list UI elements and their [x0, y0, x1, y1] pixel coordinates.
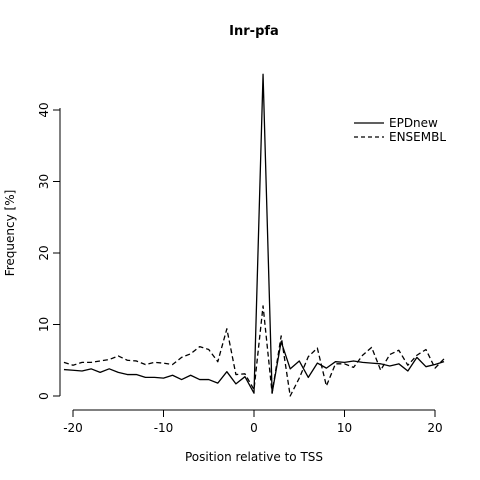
- chart-title: Inr-pfa: [229, 24, 279, 39]
- series-layer: [63, 73, 445, 397]
- y-ticks: 0 10 20 30 40: [37, 102, 60, 400]
- y-tick-label: 40: [37, 102, 51, 117]
- x-tick-label: 20: [427, 421, 442, 435]
- y-tick-label: 30: [37, 174, 51, 189]
- y-tick-label: 0: [37, 392, 51, 400]
- x-tick-label: 10: [337, 421, 352, 435]
- series-line-ensembl: [63, 305, 445, 397]
- x-ticks: -20 -10 0 10 20: [63, 410, 443, 435]
- legend-label-epdnew: EPDnew: [389, 116, 438, 130]
- y-axis-label: Frequency [%]: [3, 190, 17, 277]
- y-tick-label: 10: [37, 317, 51, 332]
- x-tick-label: -10: [154, 421, 174, 435]
- y-tick-label: 20: [37, 245, 51, 260]
- legend: EPDnew ENSEMBL: [354, 116, 446, 144]
- x-axis-label: Position relative to TSS: [185, 450, 323, 464]
- legend-label-ensembl: ENSEMBL: [389, 130, 446, 144]
- x-tick-label: 0: [250, 421, 258, 435]
- x-tick-label: -20: [63, 421, 83, 435]
- series-line-epdnew: [63, 73, 445, 394]
